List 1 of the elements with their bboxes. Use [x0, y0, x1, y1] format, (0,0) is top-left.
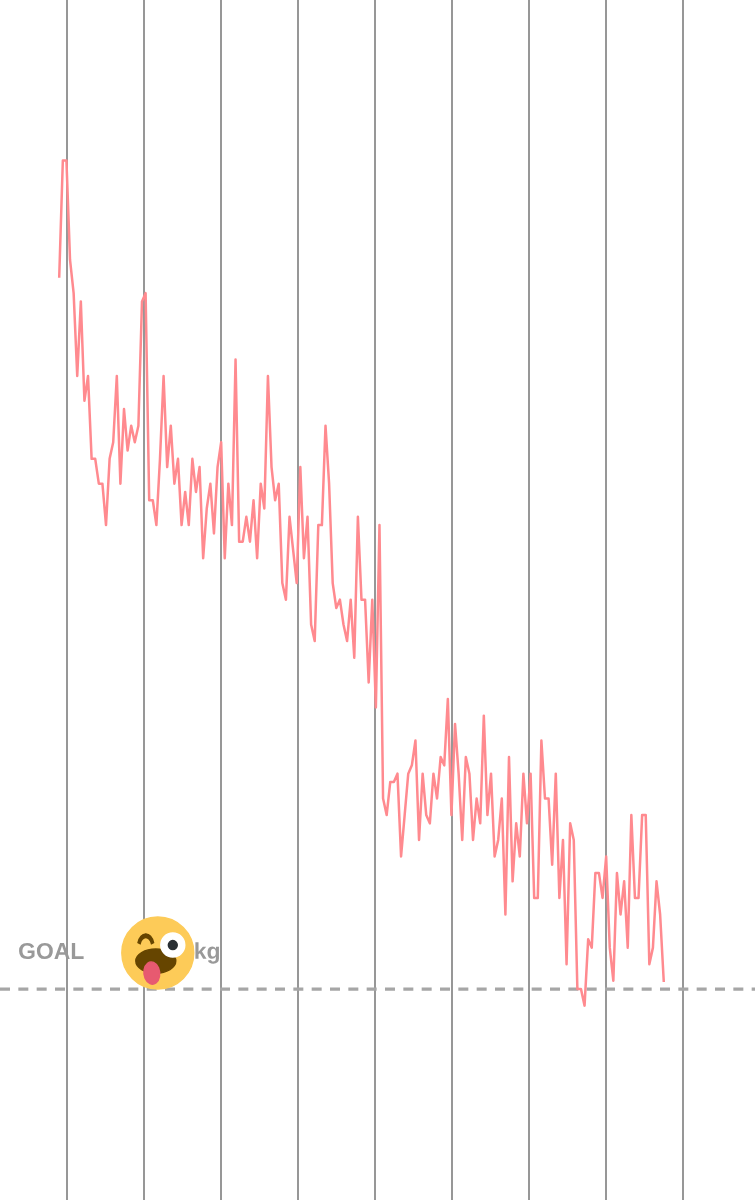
annotation: kg [195, 942, 219, 964]
